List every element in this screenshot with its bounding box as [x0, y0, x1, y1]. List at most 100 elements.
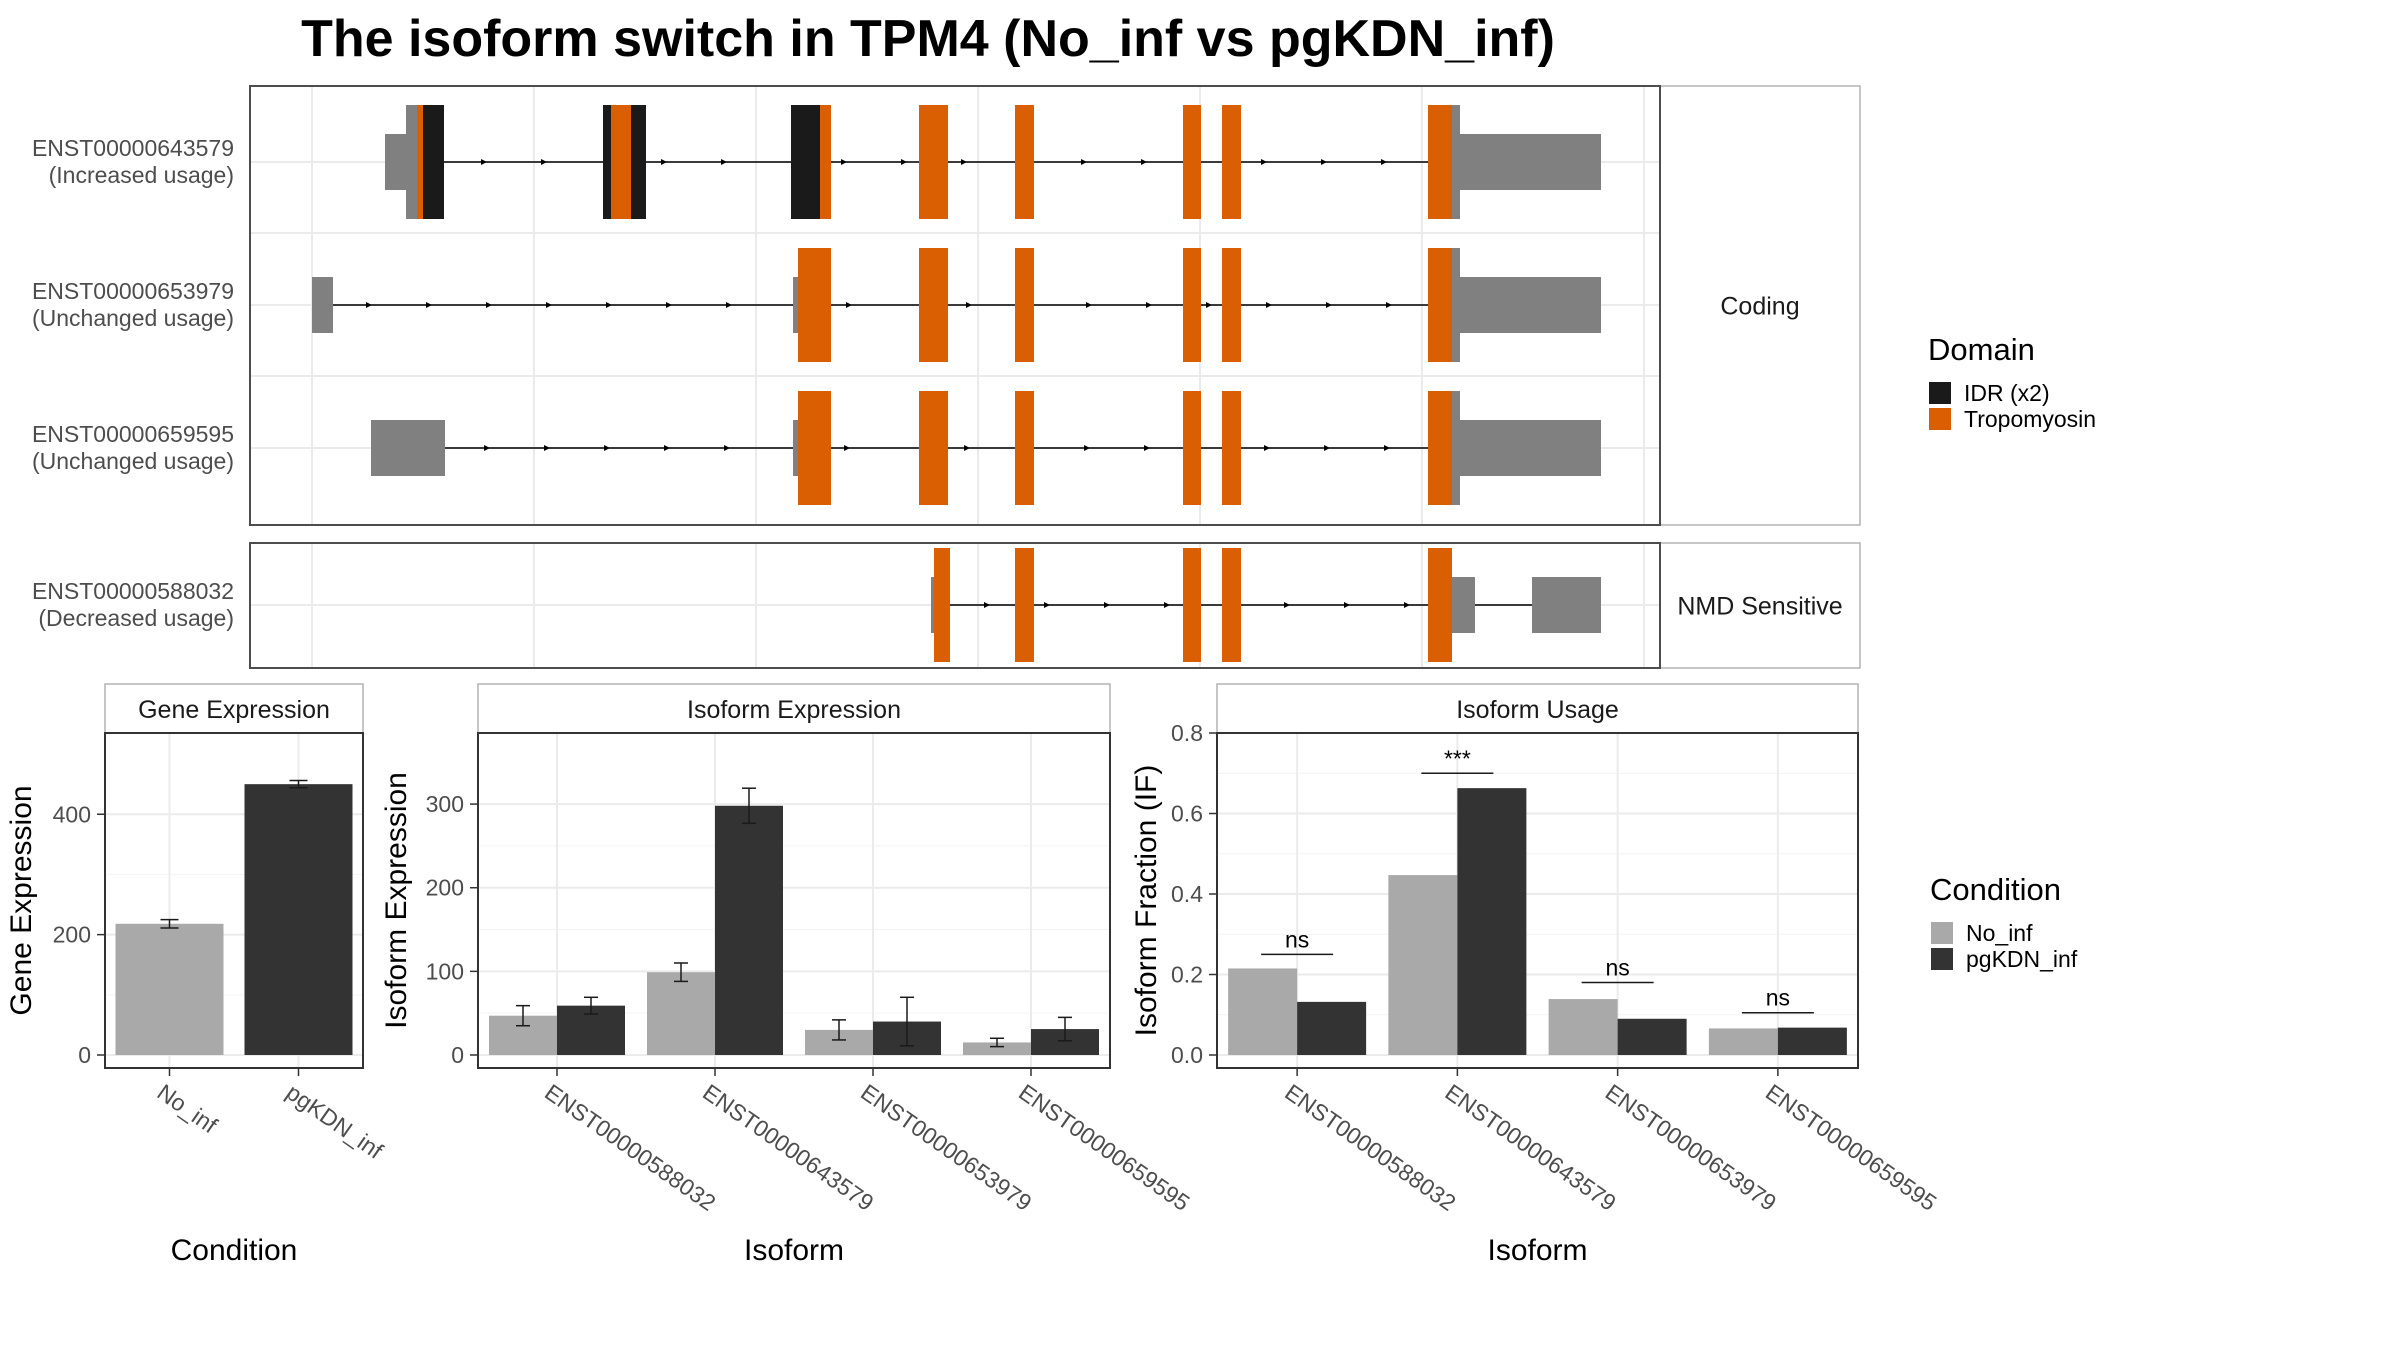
bar	[1297, 1001, 1367, 1055]
intron-arrow	[486, 302, 492, 308]
facet-strip	[1659, 542, 1861, 669]
y-axis-title: Gene Expression	[5, 785, 38, 1015]
significance-label: ns	[1285, 926, 1309, 952]
exon-block	[1460, 420, 1601, 476]
intron-arrow	[1324, 445, 1330, 451]
x-axis-title: Isoform	[1487, 1234, 1587, 1267]
bar	[647, 972, 715, 1055]
exon-block	[312, 277, 333, 333]
x-tick-label: ENST00000659595	[1014, 1079, 1194, 1216]
isoform-label-usage: (Unchanged usage)	[32, 448, 234, 474]
panel-strip	[104, 683, 364, 734]
exon-block	[1428, 105, 1452, 219]
intron-arrow	[1264, 445, 1270, 451]
y-tick-label: 0.2	[1171, 962, 1203, 988]
intron-arrow	[721, 159, 727, 165]
y-tick-label: 200	[426, 875, 464, 901]
exon-block	[423, 105, 444, 219]
isoform-label-usage: (Decreased usage)	[38, 605, 234, 631]
intron-arrow	[661, 159, 667, 165]
exon-block	[1183, 391, 1201, 505]
intron-arrow	[726, 302, 732, 308]
condition-legend-key	[1931, 948, 1953, 970]
bar	[1228, 968, 1298, 1055]
isoform-label-id: ENST00000653979	[32, 278, 234, 304]
intron-arrow	[1164, 602, 1170, 608]
exon-block	[371, 420, 445, 476]
x-tick-label: ENST00000588032	[540, 1079, 720, 1216]
intron-arrow	[541, 159, 547, 165]
intron-arrow	[1206, 302, 1212, 308]
bar-panel-1: Gene Expression 0 200 400 No_inf pgKDN_inf Con…	[5, 683, 388, 1267]
intron-arrow	[544, 445, 550, 451]
intron-arrow	[841, 159, 847, 165]
intron-arrow	[664, 445, 670, 451]
exon-block	[1015, 391, 1034, 505]
panel-border	[477, 732, 1111, 1069]
exon-block	[798, 391, 831, 505]
intron-arrow	[1381, 159, 1387, 165]
exon-block	[1452, 105, 1460, 219]
intron-arrow	[546, 302, 552, 308]
panel-border	[1216, 732, 1859, 1069]
intron-arrow	[984, 602, 990, 608]
significance-label: ***	[1444, 745, 1471, 771]
bar	[1617, 1018, 1687, 1055]
exon-block	[417, 105, 423, 219]
bar	[1457, 788, 1527, 1055]
domain-legend: Domain IDR (x2)Tropomyosin	[1928, 332, 2096, 432]
exon-block	[1015, 248, 1034, 362]
domain-legend-key	[1929, 408, 1951, 430]
intron-arrow	[1144, 445, 1150, 451]
isoform-label-id: ENST00000659595	[32, 421, 234, 447]
exon-block	[611, 105, 631, 219]
x-tick-label: ENST00000659595	[1761, 1079, 1941, 1216]
x-axis-title: Isoform	[744, 1234, 844, 1267]
intron-arrow	[481, 159, 487, 165]
exon-block	[931, 577, 936, 633]
intron-arrow	[1266, 302, 1272, 308]
exon-block	[1183, 548, 1201, 662]
exon-block	[1452, 577, 1475, 633]
intron-arrow	[1384, 445, 1390, 451]
panel-strip	[477, 683, 1111, 734]
gene-structure-plot: Coding NMD Sensitive ENST00000643579(Incre…	[32, 85, 1861, 669]
intron-arrow	[426, 302, 432, 308]
domain-legend-key	[1929, 382, 1951, 404]
exon-block	[1428, 548, 1452, 662]
significance-label: ns	[1605, 955, 1629, 981]
exon-block	[385, 134, 406, 190]
exon-block	[1222, 105, 1241, 219]
bar	[1708, 1028, 1778, 1055]
intron-arrow	[966, 302, 972, 308]
facet-strip-label: NMD Sensitive	[1677, 593, 1842, 621]
x-tick-label: No_inf	[153, 1079, 223, 1139]
y-axis-title: Isoform Expression	[380, 772, 413, 1029]
exon-block	[1015, 105, 1034, 219]
exon-block	[791, 105, 820, 219]
exon-block	[1222, 391, 1241, 505]
panel-strip-label: Isoform Usage	[1456, 696, 1619, 724]
y-axis-title: Isoform Fraction (IF)	[1130, 765, 1163, 1037]
intron-arrow	[961, 159, 967, 165]
y-tick-label: 300	[426, 791, 464, 817]
condition-legend-label: pgKDN_inf	[1966, 946, 2078, 972]
panel-strip-label: Isoform Expression	[687, 696, 901, 724]
x-tick-label: ENST00000653979	[1601, 1079, 1781, 1216]
exon-block	[793, 420, 799, 476]
intron-arrow	[1141, 159, 1147, 165]
x-tick-label: ENST00000643579	[698, 1079, 878, 1216]
exon-block	[1460, 277, 1601, 333]
exon-block	[919, 248, 948, 362]
exon-block	[1532, 577, 1601, 633]
intron-arrow	[1321, 159, 1327, 165]
exon-block	[793, 277, 799, 333]
intron-arrow	[1344, 602, 1350, 608]
intron-arrow	[606, 302, 612, 308]
bar-chart-panels: Gene Expression 0 200 400 No_inf pgKDN_inf Con…	[5, 683, 1941, 1267]
y-tick-label: 0.6	[1171, 801, 1203, 827]
intron-arrow	[1261, 159, 1267, 165]
exon-block	[919, 105, 948, 219]
intron-arrow	[1084, 445, 1090, 451]
